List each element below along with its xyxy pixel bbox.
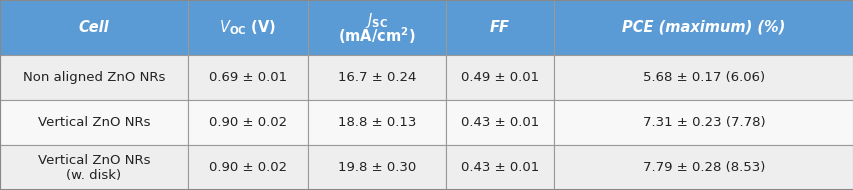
Bar [188, 0, 308, 55]
Bar [308, 55, 445, 100]
Bar [0, 145, 188, 190]
Bar [445, 145, 554, 190]
Text: Cell: Cell [78, 20, 109, 35]
Text: $\mathbf{\mathit{J}}_{\mathbf{SC}}$: $\mathbf{\mathit{J}}_{\mathbf{SC}}$ [365, 11, 388, 30]
Bar [188, 55, 308, 100]
Text: (mA/cm$^{\mathbf{2}}$): (mA/cm$^{\mathbf{2}}$) [338, 25, 415, 46]
Text: 0.43 ± 0.01: 0.43 ± 0.01 [461, 161, 538, 174]
Bar [554, 0, 853, 55]
Bar [445, 55, 554, 100]
Text: 0.90 ± 0.02: 0.90 ± 0.02 [209, 161, 287, 174]
Text: 18.8 ± 0.13: 18.8 ± 0.13 [338, 116, 415, 129]
Text: 19.8 ± 0.30: 19.8 ± 0.30 [338, 161, 415, 174]
Bar [554, 145, 853, 190]
Bar [188, 100, 308, 145]
Text: 0.90 ± 0.02: 0.90 ± 0.02 [209, 116, 287, 129]
Bar [0, 100, 188, 145]
Bar [308, 0, 445, 55]
Text: 7.79 ± 0.28 (8.53): 7.79 ± 0.28 (8.53) [642, 161, 764, 174]
Bar [445, 0, 554, 55]
Text: Vertical ZnO NRs
(w. disk): Vertical ZnO NRs (w. disk) [38, 154, 150, 181]
Text: $\mathbf{\mathit{V}}_{\mathbf{OC}}$ (V): $\mathbf{\mathit{V}}_{\mathbf{OC}}$ (V) [219, 18, 276, 37]
Text: 5.68 ± 0.17 (6.06): 5.68 ± 0.17 (6.06) [642, 71, 764, 84]
Bar [188, 145, 308, 190]
Text: Vertical ZnO NRs: Vertical ZnO NRs [38, 116, 150, 129]
Text: 0.69 ± 0.01: 0.69 ± 0.01 [209, 71, 287, 84]
Text: 0.43 ± 0.01: 0.43 ± 0.01 [461, 116, 538, 129]
Text: PCE (maximum) (%): PCE (maximum) (%) [622, 20, 785, 35]
Bar [554, 55, 853, 100]
Bar [0, 55, 188, 100]
Bar [445, 100, 554, 145]
Bar [308, 100, 445, 145]
Text: 0.49 ± 0.01: 0.49 ± 0.01 [461, 71, 538, 84]
Text: Non aligned ZnO NRs: Non aligned ZnO NRs [23, 71, 165, 84]
Bar [308, 145, 445, 190]
Text: FF: FF [490, 20, 509, 35]
Text: 16.7 ± 0.24: 16.7 ± 0.24 [338, 71, 415, 84]
Bar [554, 100, 853, 145]
Bar [0, 0, 188, 55]
Text: 7.31 ± 0.23 (7.78): 7.31 ± 0.23 (7.78) [642, 116, 764, 129]
